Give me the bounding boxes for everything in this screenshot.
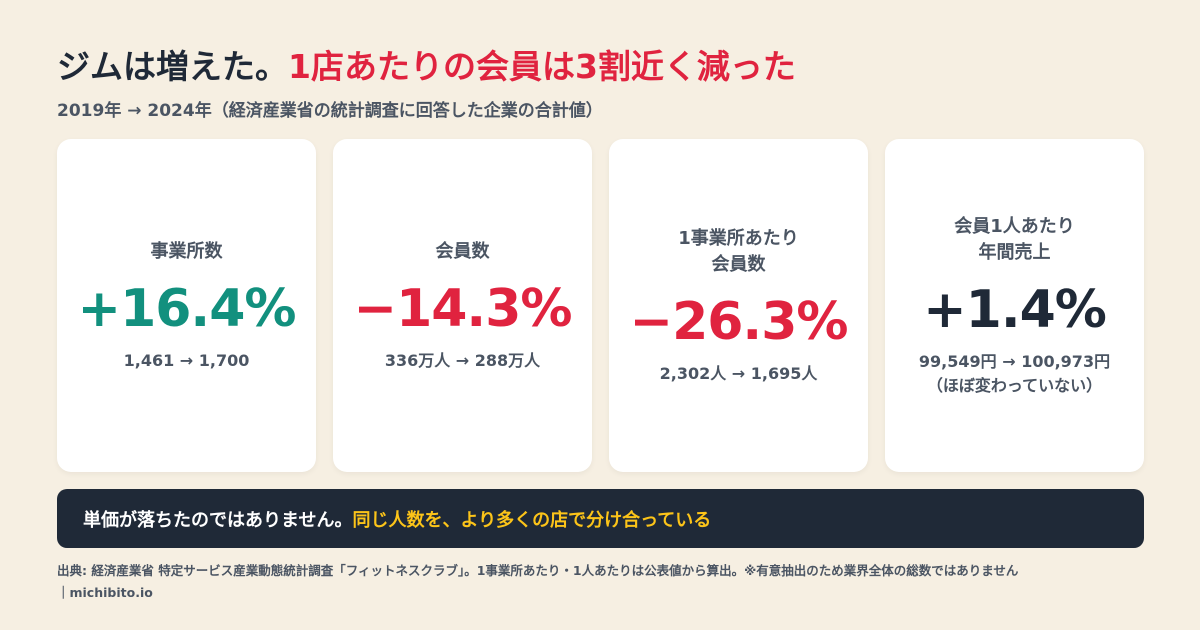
card-detail: （ほぼ変わっていない） — [926, 375, 1103, 395]
card-detail: 99,549円 → 100,973円 — [918, 351, 1111, 371]
banner: 単価が落ちたのではありません。 同じ人数を、より多くの店で分け合っている — [57, 489, 1144, 548]
card-detail: 2,302人 → 1,695人 — [659, 363, 818, 383]
card-label: 会員数 — [435, 240, 490, 262]
stat-card: 事業所数 +16.4% 1,461 → 1,700 — [57, 139, 316, 472]
card-label: 1事業所あたり — [678, 227, 799, 249]
subtitle: 2019年 → 2024年（経済産業省の統計調査に回答した企業の合計値） — [57, 101, 603, 121]
card-label: 事業所数 — [150, 240, 223, 262]
site: ｜michibito.io — [57, 585, 153, 600]
card-value: +16.4% — [77, 278, 297, 339]
card-label: 会員数 — [711, 253, 766, 275]
stat-card: 会員1人あたり 年間売上 +1.4% 99,549円 → 100,973円 （ほぼ変わっ… — [885, 139, 1144, 472]
source: 出典: 経済産業省 特定サービス産業動態統計調査「フィットネスクラブ」。1事業所… — [57, 563, 1019, 578]
stat-card: 会員数 −14.3% 336万人 → 288万人 — [333, 139, 592, 472]
card-value: −26.3% — [629, 291, 849, 352]
card-value: +1.4% — [923, 279, 1107, 340]
title-lead: ジムは増えた。 — [57, 47, 288, 86]
title-emphasis: 1店あたりの会員は3割近く減った — [288, 47, 796, 86]
card-detail: 336万人 → 288万人 — [384, 350, 541, 370]
card-detail: 1,461 → 1,700 — [123, 350, 250, 370]
card-value: −14.3% — [353, 278, 573, 339]
card-label: 年間売上 — [978, 241, 1051, 263]
banner-emphasis: 同じ人数を、より多くの店で分け合っている — [352, 509, 712, 531]
banner-text: 単価が落ちたのではありません。 — [83, 509, 353, 531]
stat-card: 1事業所あたり 会員数 −26.3% 2,302人 → 1,695人 — [609, 139, 868, 472]
title: ジムは増えた。1店あたりの会員は3割近く減った — [57, 40, 796, 88]
card-label: 会員1人あたり — [954, 215, 1075, 237]
